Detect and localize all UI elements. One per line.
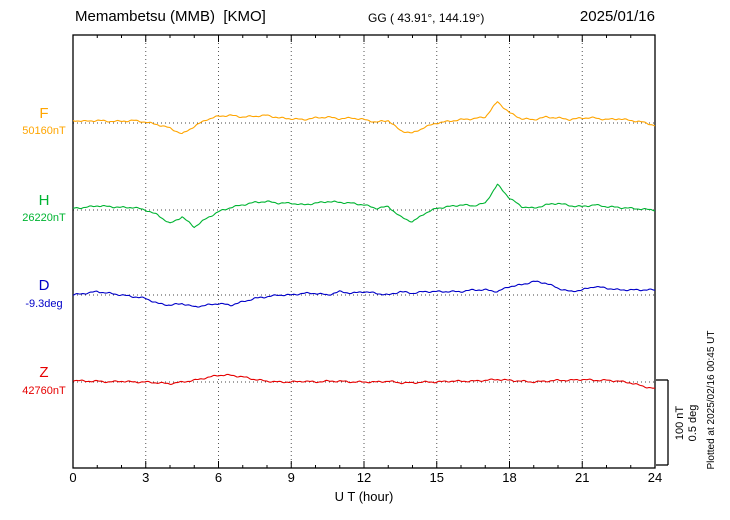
scale-bar-label: 100 nT 0.5 deg: [674, 383, 702, 463]
scale-bar-deg: 0.5 deg: [687, 404, 699, 442]
x-tick-label: 0: [69, 470, 77, 485]
x-tick-label: 21: [575, 470, 590, 485]
series-baseline-z: 42760nT: [22, 385, 66, 397]
series-label-d: D: [38, 277, 50, 294]
x-tick-label: 24: [647, 470, 663, 485]
x-tick-label: 12: [356, 470, 372, 485]
trace-H: [72, 183, 656, 229]
trace-F: [72, 101, 656, 135]
x-tick-label: 9: [287, 470, 295, 485]
series-baseline-d: -9.3deg: [25, 298, 63, 310]
x-axis-label: U T (hour): [334, 489, 394, 504]
series-baseline-f: 50160nT: [22, 125, 66, 137]
x-tick-label: 15: [429, 470, 444, 485]
series-label-h: H: [38, 192, 50, 209]
series-baseline-h: 26220nT: [22, 212, 66, 224]
plot-date: 2025/01/16: [579, 8, 655, 25]
scale-bar-nt: 100 nT: [674, 405, 686, 441]
trace-Z: [72, 373, 656, 389]
plotted-at-note: Plotted at 2025/02/16 00:45 UT: [706, 330, 717, 470]
gg-coordinates: GG ( 43.91°, 144.19°): [368, 11, 485, 25]
x-tick-label: 18: [502, 470, 517, 485]
series-label-z: Z: [39, 364, 49, 381]
trace-D: [72, 280, 655, 308]
x-tick-label: 3: [142, 470, 150, 485]
x-tick-label: 6: [214, 470, 223, 485]
series-label-f: F: [39, 105, 49, 122]
station-title: Memambetsu (MMB) [KMO]: [75, 8, 266, 25]
